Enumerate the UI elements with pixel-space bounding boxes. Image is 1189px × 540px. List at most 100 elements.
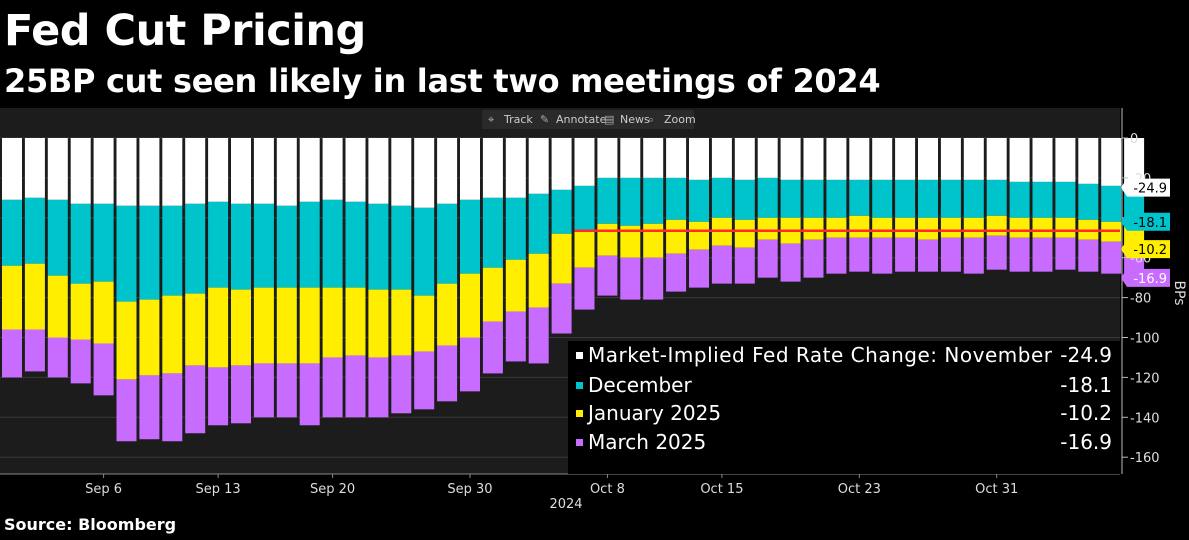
bar-november [208, 138, 229, 202]
bar-december [826, 179, 847, 218]
bar-december [482, 197, 503, 268]
bar-november [299, 138, 320, 202]
bar-january-2025 [940, 217, 961, 238]
bar-december [757, 177, 778, 218]
bar-march-2025 [437, 345, 458, 402]
bar-january-2025 [689, 221, 709, 250]
bar-november [482, 138, 503, 198]
bar-december [963, 179, 984, 218]
bar-november [643, 138, 664, 178]
bar-march-2025 [505, 311, 526, 362]
bar-december [1032, 181, 1053, 218]
bar-january-2025 [437, 283, 458, 346]
x-tick-label: Sep 20 [310, 482, 355, 497]
toolbar-news: News [620, 113, 650, 126]
bar-december [139, 205, 160, 300]
legend-background [568, 341, 1120, 474]
bar-november [276, 138, 297, 206]
bar-january-2025 [849, 215, 870, 238]
bar-december [208, 201, 229, 288]
bar-november [253, 138, 274, 204]
bar-march-2025 [47, 337, 68, 378]
bar-march-2025 [689, 249, 709, 288]
bar-march-2025 [231, 365, 251, 424]
bar-january-2025 [139, 299, 160, 376]
bar-november [391, 138, 412, 206]
bar-january-2025 [1055, 217, 1076, 238]
bar-november [139, 138, 160, 206]
bar-november [849, 138, 870, 180]
footer-bar [0, 512, 1189, 540]
bar-march-2025 [1055, 237, 1076, 270]
bar-january-2025 [253, 287, 274, 364]
bar-january-2025 [368, 289, 389, 358]
bar-march-2025 [666, 253, 687, 292]
bar-january-2025 [70, 283, 91, 340]
chart-toolbar: ⌖ Track ✎ Annotate▤ News⌕ Zoom [482, 110, 696, 129]
last-value-tag [1121, 212, 1170, 231]
bar-november [963, 138, 984, 180]
bar-march-2025 [620, 257, 641, 300]
bar-march-2025 [322, 357, 343, 418]
bar-november [872, 138, 893, 180]
bar-january-2025 [276, 287, 297, 364]
bar-december [322, 199, 343, 288]
bar-march-2025 [1009, 237, 1030, 272]
legend-swatch [576, 410, 583, 417]
bar-december [414, 207, 435, 296]
bar-november [1009, 138, 1030, 182]
last-value-tags: -24.9 -18.1 -10.2 -16.9 [1121, 178, 1170, 287]
toolbar-track: Track [503, 113, 533, 126]
bar-december [162, 205, 183, 296]
bar-november [734, 138, 755, 180]
bar-november [986, 138, 1007, 180]
bar-january-2025 [231, 289, 251, 366]
bar-january-2025 [574, 231, 595, 268]
toolbar-annotate: Annotate [556, 113, 607, 126]
bar-december [299, 201, 320, 288]
x-tick-label: Sep 30 [447, 482, 492, 497]
last-value-tag [1121, 178, 1170, 197]
y-tick-label: -140 [1130, 411, 1160, 426]
bar-january-2025 [643, 223, 664, 258]
bar-january-2025 [551, 233, 572, 284]
bar-march-2025 [1101, 241, 1122, 274]
bar-march-2025 [895, 237, 916, 272]
y-tick-label: 0 [1130, 132, 1138, 147]
bar-november [414, 138, 435, 208]
bar-january-2025 [528, 253, 549, 308]
x-tick-label: Oct 23 [838, 482, 881, 497]
bar-january-2025 [505, 259, 526, 312]
bar-december [574, 185, 595, 232]
bar-march-2025 [2, 329, 22, 378]
legend-swatch [576, 382, 583, 389]
bar-march-2025 [963, 237, 984, 274]
x-tick-label: Oct 31 [975, 482, 1018, 497]
bar-march-2025 [574, 267, 595, 310]
bar-december [276, 205, 297, 288]
bar-march-2025 [162, 373, 183, 442]
bar-march-2025 [826, 237, 847, 274]
last-value-tag-label: -10.2 [1133, 243, 1167, 258]
bar-november [895, 138, 916, 180]
bar-november [368, 138, 389, 204]
bar-december [620, 177, 641, 226]
bar-november [711, 138, 732, 178]
news-icon: ▤ [604, 113, 614, 126]
last-value-tag-label: -24.9 [1133, 182, 1167, 197]
bar-january-2025 [208, 287, 229, 368]
bar-march-2025 [643, 257, 664, 300]
bar-january-2025 [185, 293, 206, 366]
bar-january-2025 [895, 217, 916, 238]
bar-january-2025 [460, 273, 480, 338]
bar-december [391, 205, 412, 290]
bar-november [231, 138, 251, 204]
pencil-icon: ✎ [540, 113, 549, 126]
bar-november [689, 138, 709, 180]
bar-november [597, 138, 618, 178]
y-tick-label: -120 [1130, 371, 1160, 386]
bar-march-2025 [918, 239, 938, 272]
bar-january-2025 [803, 217, 824, 240]
legend-label: Market-Implied Fed Rate Change: November [588, 343, 1053, 367]
